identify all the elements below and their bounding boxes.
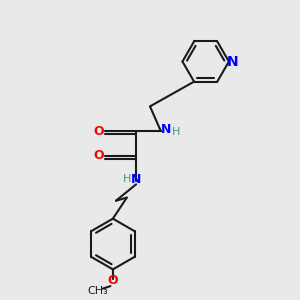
Text: H: H bbox=[172, 128, 181, 137]
Text: CH₃: CH₃ bbox=[87, 286, 108, 296]
Text: N: N bbox=[161, 123, 172, 136]
Text: O: O bbox=[93, 149, 104, 162]
Text: H: H bbox=[123, 174, 131, 184]
Text: N: N bbox=[131, 173, 141, 186]
Text: O: O bbox=[108, 274, 118, 287]
Text: N: N bbox=[227, 55, 239, 68]
Text: O: O bbox=[93, 124, 104, 138]
